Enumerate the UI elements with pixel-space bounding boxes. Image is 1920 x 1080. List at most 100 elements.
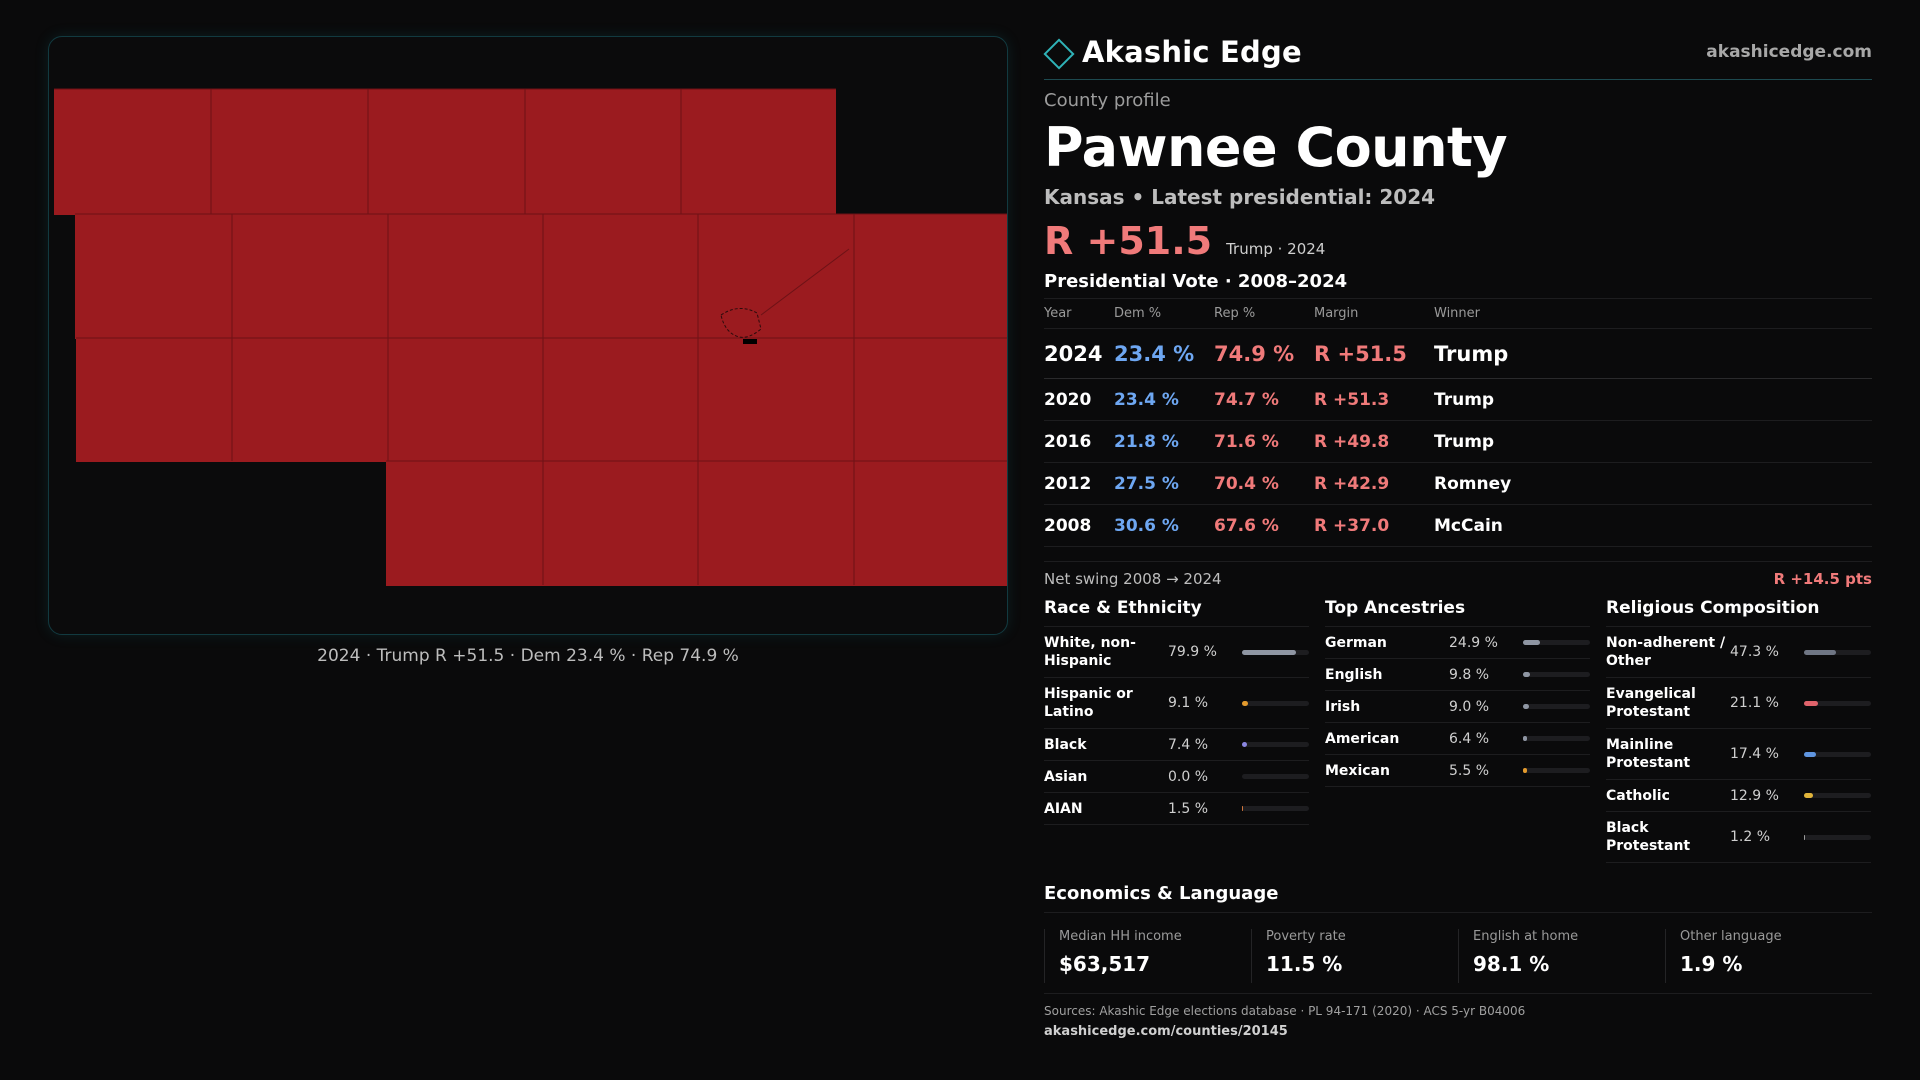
cell-dem: 23.4 % [1114,389,1179,410]
net-swing-label: Net swing 2008 → 2024 [1044,570,1222,589]
list-item: American 6.4 % [1325,723,1590,756]
stat-bar [1242,806,1309,812]
economics-grid: Median HH income $63,517 Poverty rate 11… [1044,929,1872,995]
stat-bar-fill [1804,649,1836,655]
stat-value: 9.0 % [1449,698,1490,715]
stat-label: Catholic [1606,787,1670,804]
religion-column: Religious Composition Non-adherent / Oth… [1606,598,1871,864]
sources-note: Sources: Akashic Edge elections database… [1044,1004,1526,1019]
list-item: AIAN 1.5 % [1044,793,1309,826]
cell-rep: 71.6 % [1214,431,1279,452]
stat-bar-fill [1242,806,1244,812]
site-link[interactable]: akashicedge.com [1706,41,1872,62]
vote-table: Year Dem % Rep % Margin Winner 2024 23.4… [1044,298,1872,548]
stat-label: Evangelical Protestant [1606,685,1696,721]
brand-name: Akashic Edge [1082,34,1302,69]
column-header-rep: Rep % [1214,306,1256,322]
stat-card-value: 11.5 % [1266,952,1343,977]
county-map[interactable] [49,37,1008,635]
list-item: Mainline Protestant 17.4 % [1606,729,1871,781]
ancestry-title: Top Ancestries [1325,598,1590,628]
vote-table-header: Year Dem % Rep % Margin Winner [1044,299,1872,330]
stat-bar-fill [1523,640,1540,646]
race-ethnicity-title: Race & Ethnicity [1044,598,1309,628]
cell-margin: R +51.5 [1314,341,1407,366]
county-map-panel[interactable] [48,36,1008,635]
stat-value: 47.3 % [1730,644,1779,661]
county-region[interactable] [54,89,836,215]
stat-card-value: 98.1 % [1473,952,1550,977]
stat-label: Black Protestant [1606,819,1691,855]
stat-bar-fill [1523,736,1528,742]
cell-rep: 74.9 % [1214,341,1295,366]
stat-value: 17.4 % [1730,746,1779,763]
cell-winner: Trump [1434,389,1495,410]
table-row: 2016 21.8 % 71.6 % R +49.8 Trump [1044,421,1872,464]
county-region[interactable] [386,461,1008,586]
cell-winner: Trump [1434,431,1495,452]
cell-winner: McCain [1434,515,1503,536]
list-item: Hispanic or Latino 9.1 % [1044,678,1309,730]
page-subtitle: Kansas • Latest presidential: 2024 [1044,185,1436,210]
stat-bar-fill [1804,793,1813,799]
stat-value: 9.8 % [1449,666,1490,683]
brand[interactable]: Akashic Edge [1043,34,1302,70]
stat-card: Other language 1.9 % [1665,929,1872,984]
cell-year: 2020 [1044,389,1092,410]
stat-label: Non-adherent / Other [1606,634,1726,670]
stat-bar [1804,793,1871,799]
stat-bar [1523,704,1590,710]
stat-bar-fill [1242,649,1296,655]
column-header-winner: Winner [1434,306,1481,322]
stat-label: AIAN [1044,800,1083,817]
table-row: 2020 23.4 % 74.7 % R +51.3 Trump [1044,379,1872,422]
cell-year: 2016 [1044,431,1092,452]
county-shape[interactable] [54,89,1008,586]
town-marker [720,248,850,344]
religion-title: Religious Composition [1606,598,1871,628]
stat-card: Poverty rate 11.5 % [1251,929,1458,984]
township-grid [54,88,1007,585]
stat-card-label: Poverty rate [1266,929,1346,945]
stat-value: 79.9 % [1168,644,1217,661]
table-row: 2012 27.5 % 70.4 % R +42.9 Romney [1044,463,1872,506]
diamond-logo-icon [1043,37,1075,70]
race-ethnicity-column: Race & Ethnicity White, non-Hispanic 79.… [1044,598,1309,863]
stat-label: Asian [1044,768,1088,785]
cell-rep: 67.6 % [1214,515,1279,536]
cell-margin: R +49.8 [1314,431,1390,452]
cell-year: 2012 [1044,473,1092,494]
stat-bar [1242,742,1309,748]
county-url-link[interactable]: akashicedge.com/counties/20145 [1044,1024,1288,1040]
stat-value: 1.2 % [1730,829,1771,846]
headline-margin: R +51.5 [1044,219,1213,264]
vote-table-title: Presidential Vote · 2008–2024 [1044,271,1348,293]
stat-card-label: Other language [1680,929,1782,945]
stat-bar-fill [1523,768,1527,774]
cell-dem: 27.5 % [1114,473,1179,494]
stat-bar-fill [1523,672,1530,678]
stat-card: Median HH income $63,517 [1044,929,1251,984]
stat-bar [1804,751,1871,757]
list-item: Evangelical Protestant 21.1 % [1606,678,1871,730]
stat-bar-fill [1804,834,1806,840]
stat-value: 7.4 % [1168,736,1209,753]
list-item: Mexican 5.5 % [1325,755,1590,788]
stat-card-value: 1.9 % [1680,952,1743,977]
cell-dem: 23.4 % [1114,341,1195,366]
stat-bar-fill [1242,742,1247,748]
stat-label: English [1325,666,1383,683]
header: Akashic Edge akashicedge.com [1043,30,1872,80]
stat-label: American [1325,730,1400,747]
stat-label: Irish [1325,698,1361,715]
cell-dem: 30.6 % [1114,515,1179,536]
stat-label: Hispanic or Latino [1044,685,1133,721]
stat-value: 6.4 % [1449,730,1490,747]
stat-label: Black [1044,736,1087,753]
stat-value: 0.0 % [1168,768,1209,785]
cell-margin: R +42.9 [1314,473,1390,494]
stat-label: German [1325,634,1387,651]
county-region[interactable] [76,338,1008,462]
list-item: Black 7.4 % [1044,729,1309,762]
county-region[interactable] [75,214,1008,339]
